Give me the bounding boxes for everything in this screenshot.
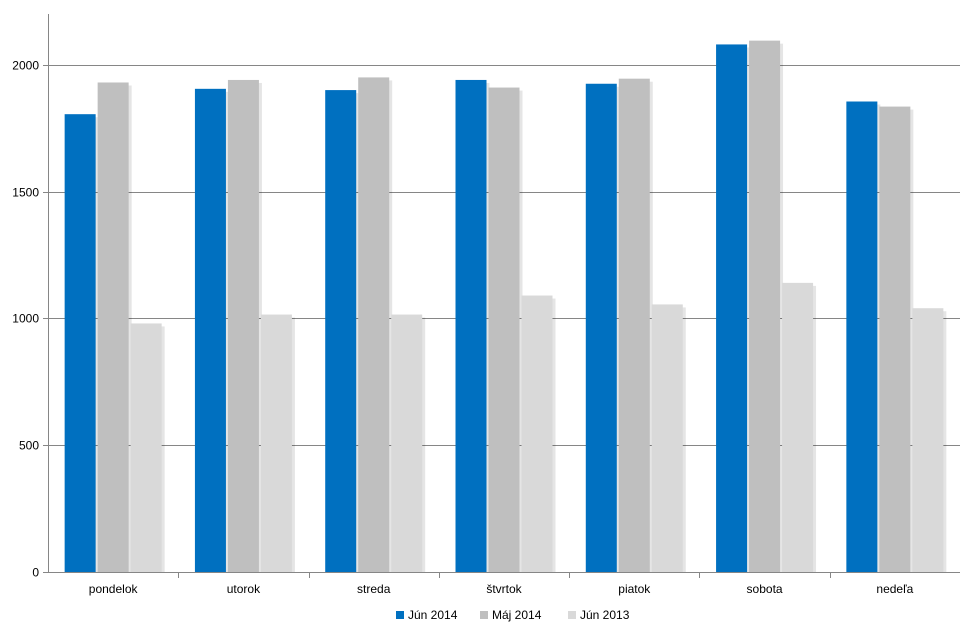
x-category-label: streda — [357, 582, 391, 596]
bar — [618, 78, 650, 572]
y-tick-label: 1500 — [12, 186, 39, 200]
y-tick-label: 1000 — [12, 312, 39, 326]
bar — [130, 323, 162, 572]
legend-label: Jún 2013 — [580, 608, 630, 622]
y-tick-label: 500 — [19, 439, 39, 453]
legend-item: Máj 2014 — [480, 608, 542, 622]
x-category-label: utorok — [227, 582, 261, 596]
legend-item: Jún 2013 — [568, 608, 630, 622]
bar — [194, 88, 226, 572]
legend-item: Jún 2014 — [396, 608, 458, 622]
bar — [64, 114, 96, 572]
x-axis-categories: pondelok utorok streda štvrtok piatok sobota n… — [89, 582, 914, 596]
x-category-label: sobota — [747, 582, 783, 596]
bar — [97, 82, 129, 573]
bar — [749, 40, 781, 572]
legend-swatch — [396, 611, 404, 619]
legend-label: Máj 2014 — [492, 608, 542, 622]
x-category-label: piatok — [618, 582, 651, 596]
axes — [48, 14, 960, 578]
bar — [455, 79, 487, 572]
legend: Jún 2014 Máj 2014 Jún 2013 — [396, 608, 630, 622]
bar — [488, 87, 520, 573]
legend-swatch — [568, 611, 576, 619]
y-axis-ticks: 0 500 1000 1500 2000 — [12, 59, 48, 580]
bar — [651, 304, 683, 572]
bar — [879, 106, 911, 572]
bar — [325, 90, 357, 572]
bar — [585, 83, 617, 572]
bar — [716, 44, 748, 573]
bars — [64, 40, 947, 573]
x-category-label: štvrtok — [486, 582, 522, 596]
bar — [227, 79, 259, 572]
bar — [912, 308, 944, 572]
bar — [391, 314, 423, 572]
bar — [782, 282, 814, 572]
x-category-label: nedeľa — [876, 582, 913, 596]
y-tick-label: 0 — [32, 566, 39, 580]
bar — [521, 295, 553, 572]
bar — [260, 314, 292, 572]
bar — [846, 101, 878, 572]
x-category-label: pondelok — [89, 582, 139, 596]
legend-swatch — [480, 611, 488, 619]
y-tick-label: 2000 — [12, 59, 39, 73]
bar — [358, 77, 390, 572]
legend-label: Jún 2014 — [408, 608, 458, 622]
